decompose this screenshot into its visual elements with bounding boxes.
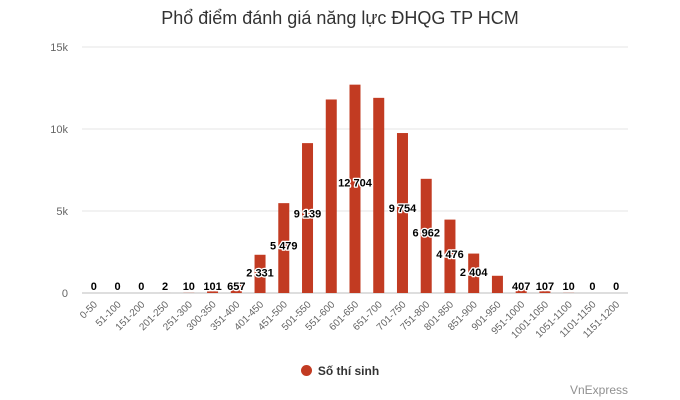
legend-marker xyxy=(300,365,312,376)
data-label: 101 xyxy=(203,281,221,293)
bar xyxy=(420,178,432,293)
data-label: 2 331 xyxy=(246,268,274,280)
data-label: 2 404 xyxy=(460,267,488,279)
data-label: 0 xyxy=(91,281,97,293)
bar xyxy=(278,203,290,293)
data-label: 0 xyxy=(613,281,619,293)
data-label: 12 704 xyxy=(338,178,373,190)
data-label: 10 xyxy=(563,281,575,293)
data-label: 0 xyxy=(115,281,121,293)
bar xyxy=(254,254,266,293)
data-label: 9 754 xyxy=(389,203,417,215)
y-tick-label: 0 xyxy=(62,288,68,300)
data-label: 9 139 xyxy=(294,209,322,221)
y-tick-label: 15k xyxy=(50,42,68,54)
data-label: 10 xyxy=(183,281,195,293)
data-label: 657 xyxy=(227,281,245,293)
bar xyxy=(302,143,314,293)
chart-title: Phổ điểm đánh giá năng lực ĐHQG TP HCM xyxy=(161,8,519,28)
data-label: 0 xyxy=(589,281,595,293)
data-label: 107 xyxy=(536,281,554,293)
legend[interactable]: Số thí sinh xyxy=(0,364,680,378)
data-label: 6 962 xyxy=(412,227,440,239)
data-label: 0 xyxy=(138,281,144,293)
data-label: 407 xyxy=(512,281,530,293)
bar xyxy=(491,275,503,293)
y-tick-label: 5k xyxy=(56,206,68,218)
y-tick-label: 10k xyxy=(50,124,68,136)
bar xyxy=(373,97,385,293)
bar xyxy=(349,84,361,293)
bar xyxy=(230,282,242,293)
bar xyxy=(207,291,219,293)
bar xyxy=(396,133,408,293)
bar xyxy=(468,253,480,293)
source-credit: VnExpress xyxy=(569,383,628,397)
legend-label: Số thí sinh xyxy=(317,364,380,378)
bar xyxy=(539,291,551,293)
data-label: 5 479 xyxy=(270,240,298,252)
data-label: 2 xyxy=(162,281,168,293)
bar xyxy=(515,286,527,293)
data-label: 4 476 xyxy=(436,249,464,261)
bar xyxy=(325,99,337,293)
bar xyxy=(444,219,456,293)
